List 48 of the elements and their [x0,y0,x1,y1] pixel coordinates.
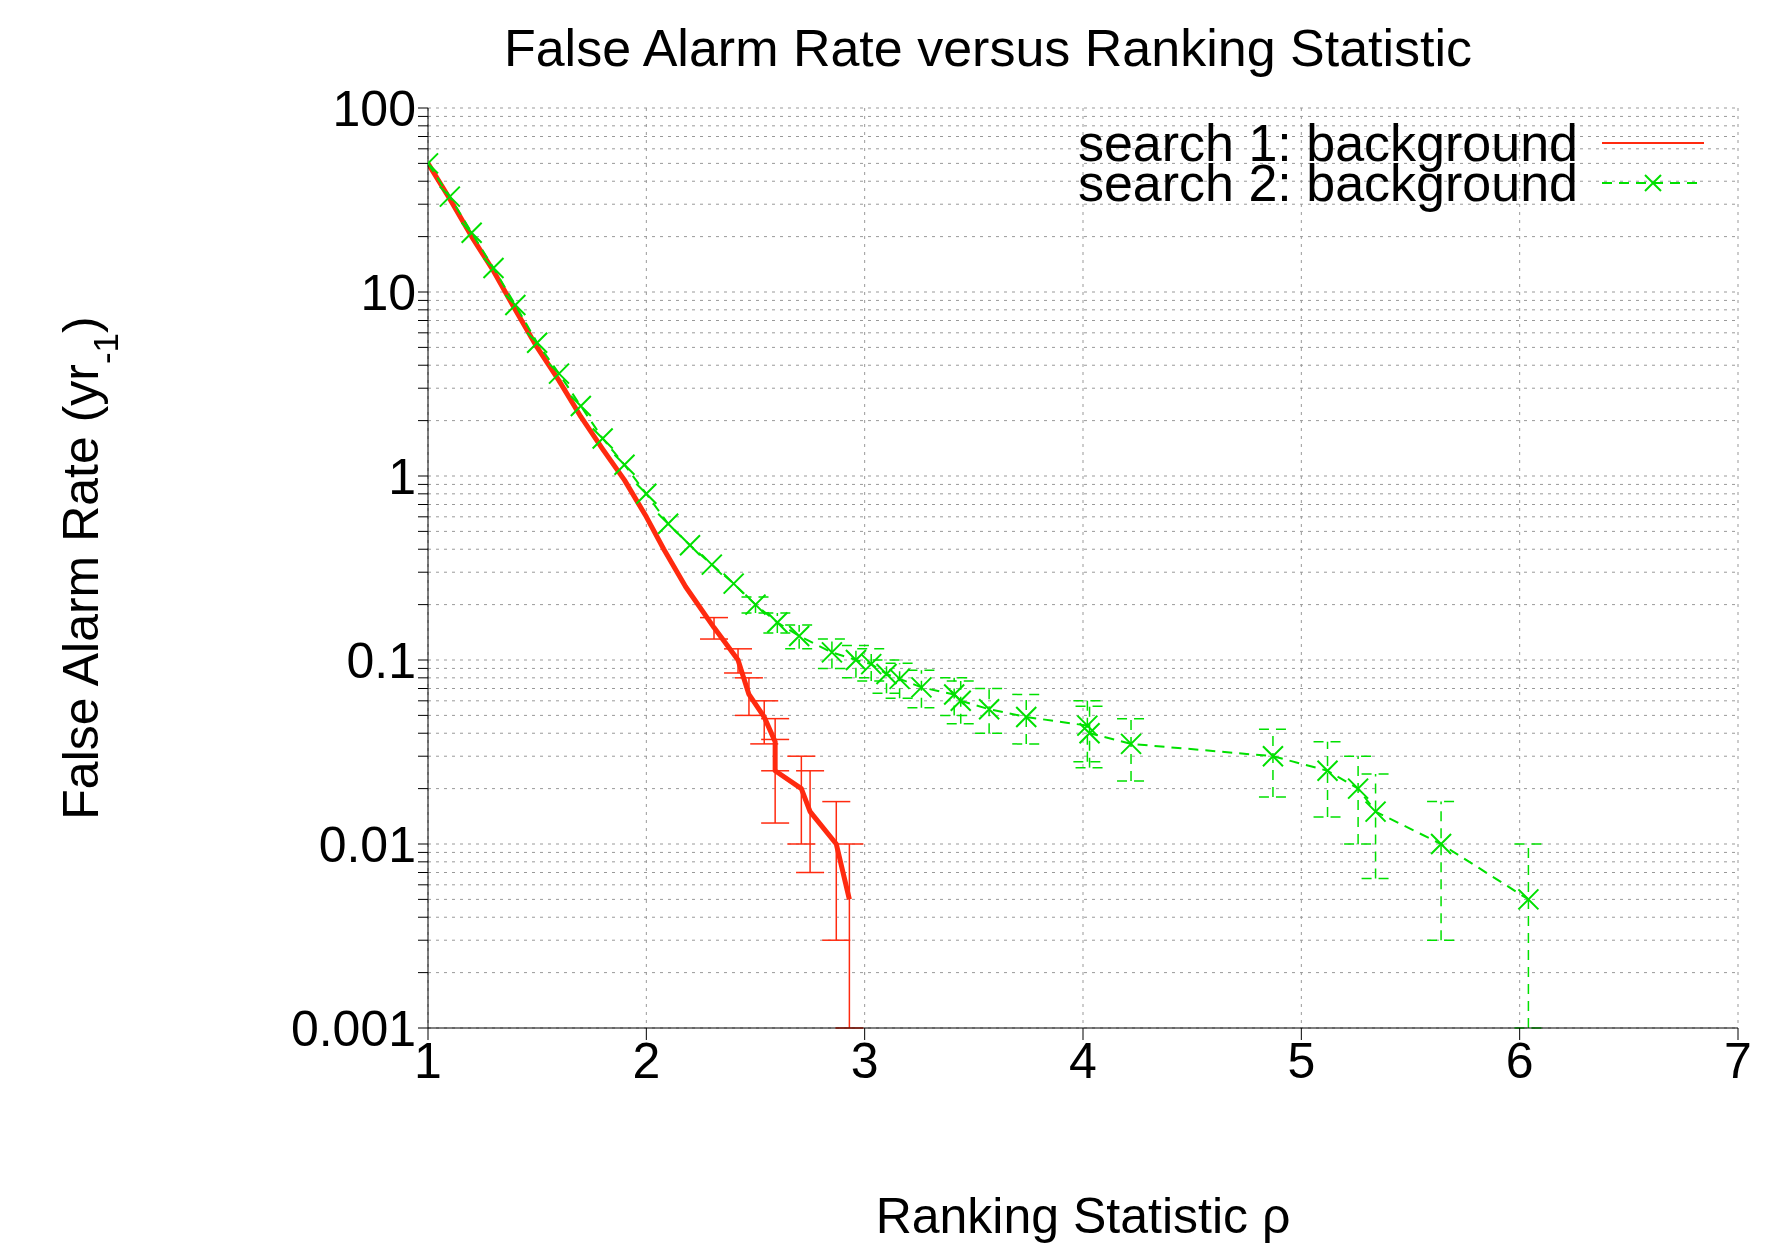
point [1076,714,1099,737]
point [548,362,570,385]
point [860,653,883,676]
point [1078,722,1101,745]
point [591,427,614,450]
x-tick-label: 4 [1069,1032,1097,1089]
point [613,453,636,476]
point [1261,745,1284,768]
point [820,641,843,664]
y-tick-label: 100 [332,80,416,137]
point [460,221,483,244]
point [1430,833,1453,855]
point [744,593,767,616]
y-tick-label: 0.1 [346,632,416,689]
chart-title: False Alarm Rate versus Ranking Statistic [502,18,1474,78]
x-tick-label: 3 [850,1032,879,1089]
x-tick-label: 2 [632,1032,661,1089]
x-axis-title: Ranking Statistic ρ [875,1188,1291,1244]
point [888,667,911,690]
y-tick-label: 10 [360,264,416,321]
x-tick-label: 7 [1724,1032,1752,1089]
point [482,257,505,280]
point [679,534,701,557]
point [1316,759,1339,782]
point [657,512,680,535]
point [910,676,933,699]
point [1364,800,1387,823]
point [635,482,658,505]
point [978,698,1001,721]
point [943,683,966,706]
point [722,572,745,595]
point [1347,777,1370,800]
y-tick-label: 0.01 [318,816,416,873]
point [949,689,972,712]
point [438,185,461,208]
x-tick-label: 5 [1287,1032,1316,1089]
point [700,553,723,576]
point [875,662,898,685]
y-tick-label: 0.001 [290,1000,416,1057]
point [1120,732,1143,755]
y-tick-label: 1 [388,448,416,505]
point [504,293,527,316]
point [844,649,867,671]
point [1517,888,1540,911]
point [526,331,549,354]
point [1015,706,1038,728]
x-tick-label: 6 [1505,1032,1534,1089]
point [569,395,592,418]
